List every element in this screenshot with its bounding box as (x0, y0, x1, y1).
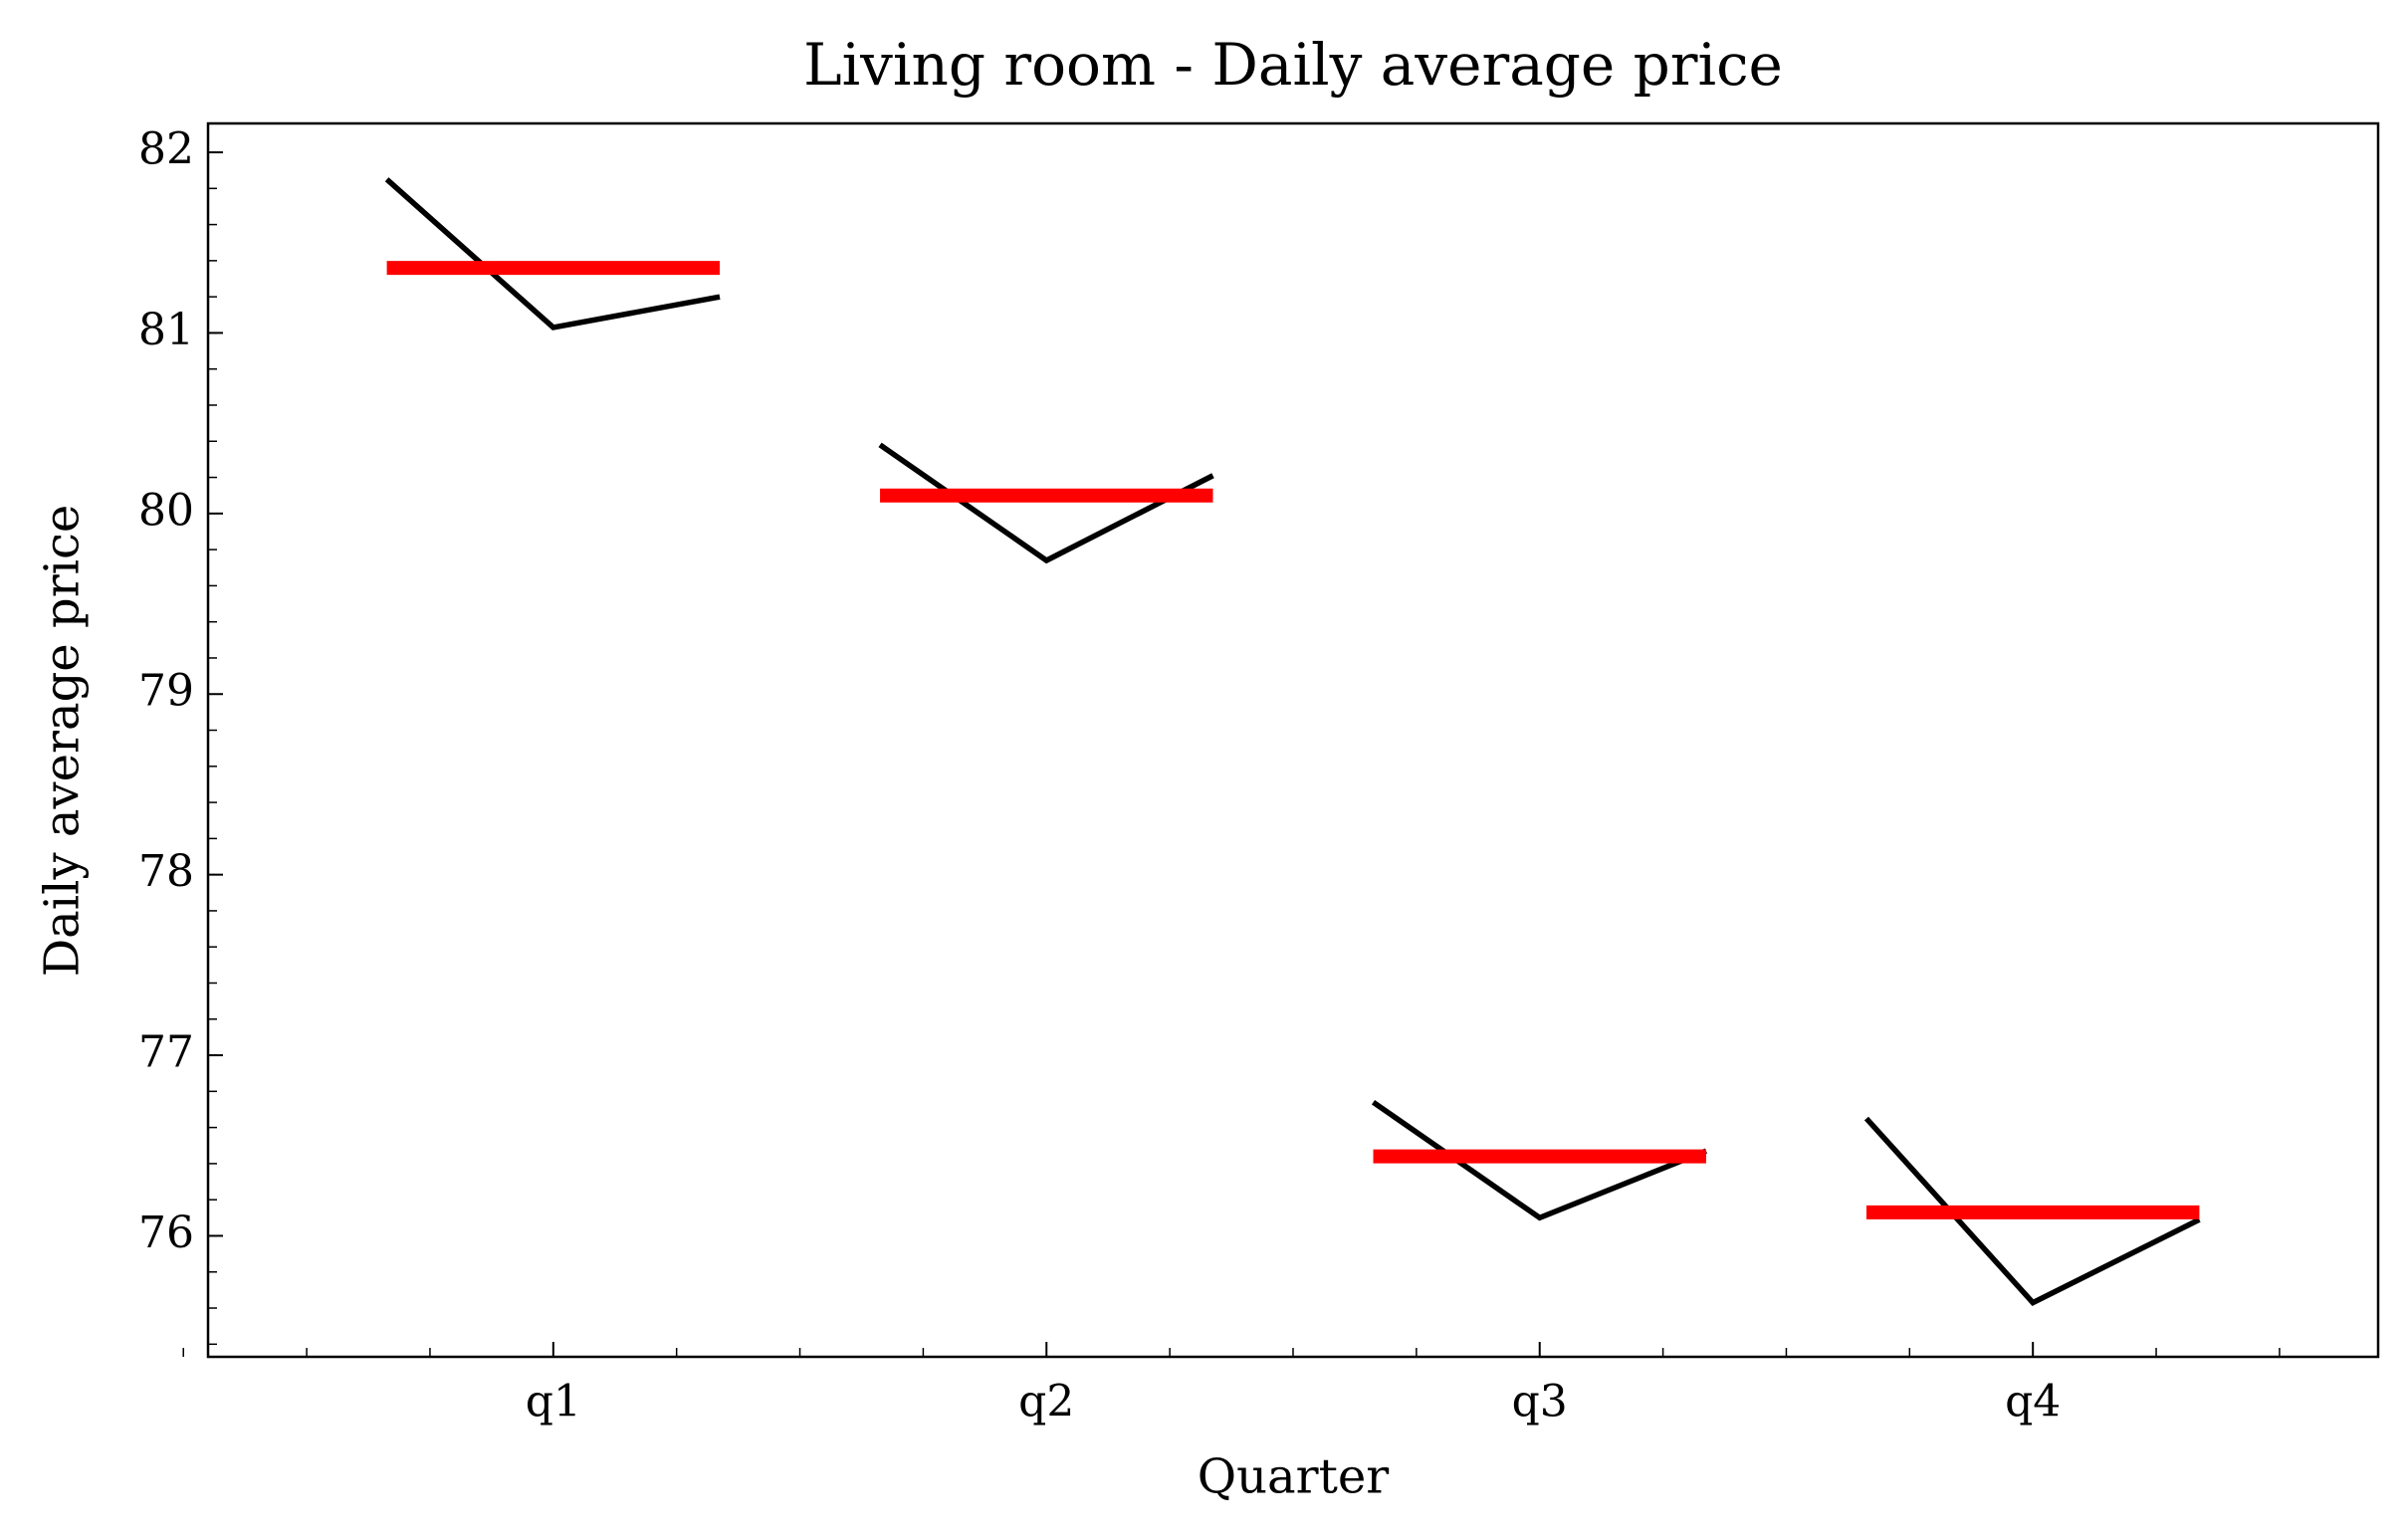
season-line (384, 177, 721, 330)
x-tick-label: q3 (1512, 1377, 1568, 1428)
y-tick-label: 82 (138, 124, 194, 175)
season-line (1863, 1116, 2201, 1306)
season-line (1371, 1099, 1707, 1221)
x-tick-label: q1 (526, 1377, 581, 1428)
y-axis-label: Daily average price (35, 505, 91, 978)
x-tick-label: q4 (2005, 1377, 2061, 1428)
y-tick-label: 81 (138, 305, 194, 355)
x-tick-label: q2 (1018, 1377, 1074, 1428)
y-tick-label: 78 (138, 846, 194, 897)
chart-title: Living room - Daily average price (803, 31, 1783, 99)
season-line (878, 442, 1214, 564)
y-tick-label: 77 (138, 1027, 194, 1078)
y-tick-label: 80 (138, 485, 194, 536)
y-tick-label: 79 (138, 666, 194, 717)
y-tick-label: 76 (138, 1208, 194, 1258)
x-axis-label: Quarter (1198, 1449, 1390, 1505)
